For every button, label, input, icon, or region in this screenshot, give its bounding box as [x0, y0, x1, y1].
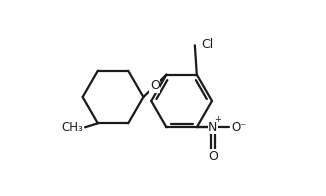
Text: O: O	[150, 79, 160, 92]
Text: Cl: Cl	[202, 38, 214, 51]
Text: O⁻: O⁻	[232, 121, 247, 134]
Text: +: +	[215, 115, 221, 124]
Text: CH₃: CH₃	[62, 121, 83, 134]
Text: O: O	[208, 150, 218, 163]
Text: N: N	[208, 121, 217, 134]
